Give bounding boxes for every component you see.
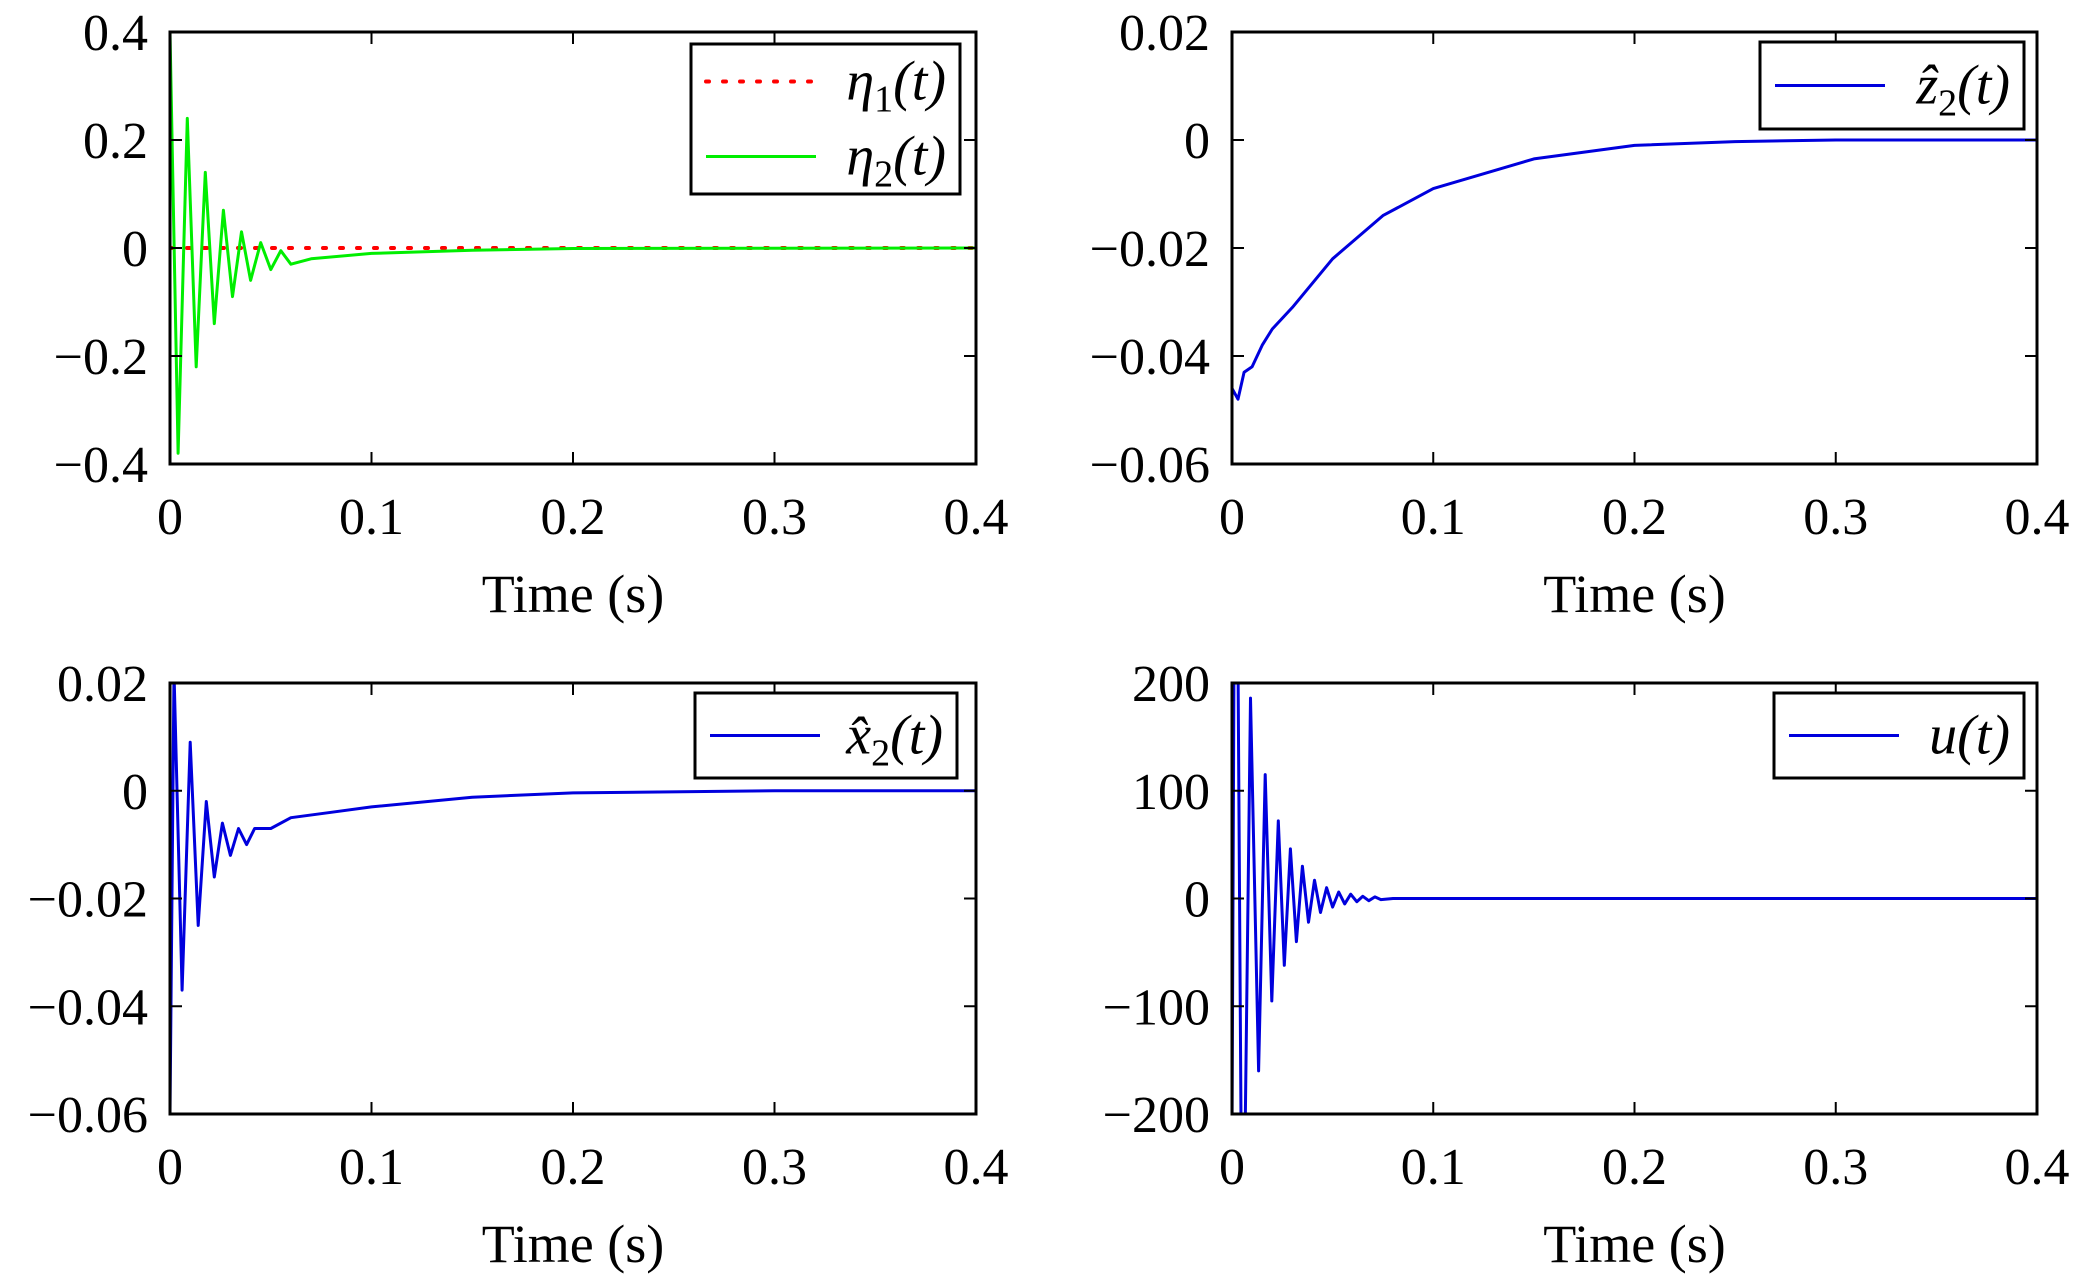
x-tick-label: 0.1 [1401, 489, 1466, 546]
series-line-1 [1232, 138, 2037, 401]
legend-label-rest: (t) [893, 126, 946, 188]
axes-frame [1230, 30, 2039, 466]
y-tick-label: 0 [122, 221, 148, 278]
y-tick-label: −0.04 [28, 979, 148, 1036]
y-tick-label: −100 [1103, 979, 1210, 1036]
x-tick-label: 0.2 [541, 1139, 606, 1196]
x-tick-label: 0.4 [944, 489, 1009, 546]
x-tick-label: 0.2 [1602, 489, 1667, 546]
legend: u(t) [1772, 691, 2026, 780]
y-tick-label: −0.02 [1090, 221, 1210, 278]
legend-label-rest: (t) [890, 705, 943, 767]
x-tick-label: 0.2 [541, 489, 606, 546]
legend-label: η1(t) [846, 51, 946, 121]
y-tick-label: −0.06 [1090, 437, 1210, 494]
y-tick-label: 0 [122, 764, 148, 821]
legend-label-subscript: 2 [1938, 83, 1957, 125]
chart-panel-2: 0 0.1 0.2 0.3 0.4 0.02 0 −0.02 −0.04 −0.06 Time (s… [1090, 5, 2070, 624]
chart-panel-1: 0 0.1 0.2 0.3 0.4 0.4 0.2 0 −0.2 −0.4 Time (s) η1(t… [54, 5, 1009, 624]
y-tick-label: −0.4 [54, 437, 148, 494]
legend-label: η2(t) [846, 126, 946, 196]
y-tick-label: 0 [1184, 113, 1210, 170]
x-axis-label: Time (s) [1543, 564, 1726, 624]
y-tick-label: −200 [1103, 1087, 1210, 1144]
legend: x̂2(t) [693, 691, 959, 780]
axes-frame [168, 30, 978, 466]
x-axis-label: Time (s) [1543, 1214, 1726, 1274]
y-tick-label: −0.2 [54, 329, 148, 386]
legend-label-rest: (t) [893, 51, 946, 113]
x-tick-label: 0.3 [742, 489, 807, 546]
y-tick-label: 0.2 [83, 113, 148, 170]
axes-frame [168, 681, 978, 1116]
x-tick-label: 0 [1219, 489, 1245, 546]
chart-panel-3: 0 0.1 0.2 0.3 0.4 0.02 0 −0.02 −0.04 −0.06 Time (s… [28, 656, 1009, 1274]
y-tick-label: −0.06 [28, 1087, 148, 1144]
legend-label-rest: (t) [1957, 705, 2010, 767]
y-tick-label: 100 [1132, 764, 1210, 821]
legend-label: ẑ2(t) [1915, 55, 2010, 125]
legend-label-base: x̂ [845, 705, 871, 767]
x-tick-label: 0.3 [1803, 489, 1868, 546]
series-line-1 [170, 683, 976, 1114]
legend-label-base: η [846, 51, 874, 113]
legend-label-base: η [846, 126, 874, 188]
legend-label-base: u [1929, 705, 1957, 767]
series-line-1 [1232, 683, 2037, 1114]
legend: ẑ2(t) [1758, 40, 2026, 131]
x-tick-label: 0 [157, 489, 183, 546]
x-axis-label: Time (s) [482, 564, 665, 624]
chart-panel-4: 0 0.1 0.2 0.3 0.4 200 100 0 −100 −200 Time (s) u(t) [1103, 656, 2070, 1274]
axes-frame [1230, 681, 2039, 1116]
y-tick-label: 0.02 [1119, 5, 1210, 62]
x-tick-label: 0 [1219, 1139, 1245, 1196]
legend-label: x̂2(t) [845, 705, 943, 775]
x-tick-label: 0.1 [339, 489, 404, 546]
y-tick-label: 200 [1132, 656, 1210, 713]
x-axis-label: Time (s) [482, 1214, 665, 1274]
x-tick-label: 0.4 [2005, 1139, 2070, 1196]
y-tick-label: 0 [1184, 872, 1210, 929]
x-tick-label: 0.4 [2005, 489, 2070, 546]
legend-label-rest: (t) [1957, 55, 2010, 117]
x-tick-label: 0.2 [1602, 1139, 1667, 1196]
y-tick-label: 0.4 [83, 5, 148, 62]
x-tick-label: 0 [157, 1139, 183, 1196]
legend: η1(t)η2(t) [689, 42, 962, 196]
x-tick-label: 0.1 [1401, 1139, 1466, 1196]
series-line-2 [170, 32, 976, 455]
legend-box [689, 42, 962, 196]
x-tick-label: 0.4 [944, 1139, 1009, 1196]
legend-label-base: ẑ [1915, 55, 1939, 117]
legend-label-subscript: 2 [874, 154, 893, 196]
y-tick-label: −0.02 [28, 872, 148, 929]
y-tick-label: 0.02 [57, 656, 148, 713]
y-tick-label: −0.04 [1090, 329, 1210, 386]
x-tick-label: 0.3 [742, 1139, 807, 1196]
legend-label: u(t) [1929, 705, 2010, 767]
legend-label-subscript: 2 [871, 733, 890, 775]
legend-label-subscript: 1 [874, 79, 893, 121]
x-tick-label: 0.1 [339, 1139, 404, 1196]
x-tick-label: 0.3 [1803, 1139, 1868, 1196]
